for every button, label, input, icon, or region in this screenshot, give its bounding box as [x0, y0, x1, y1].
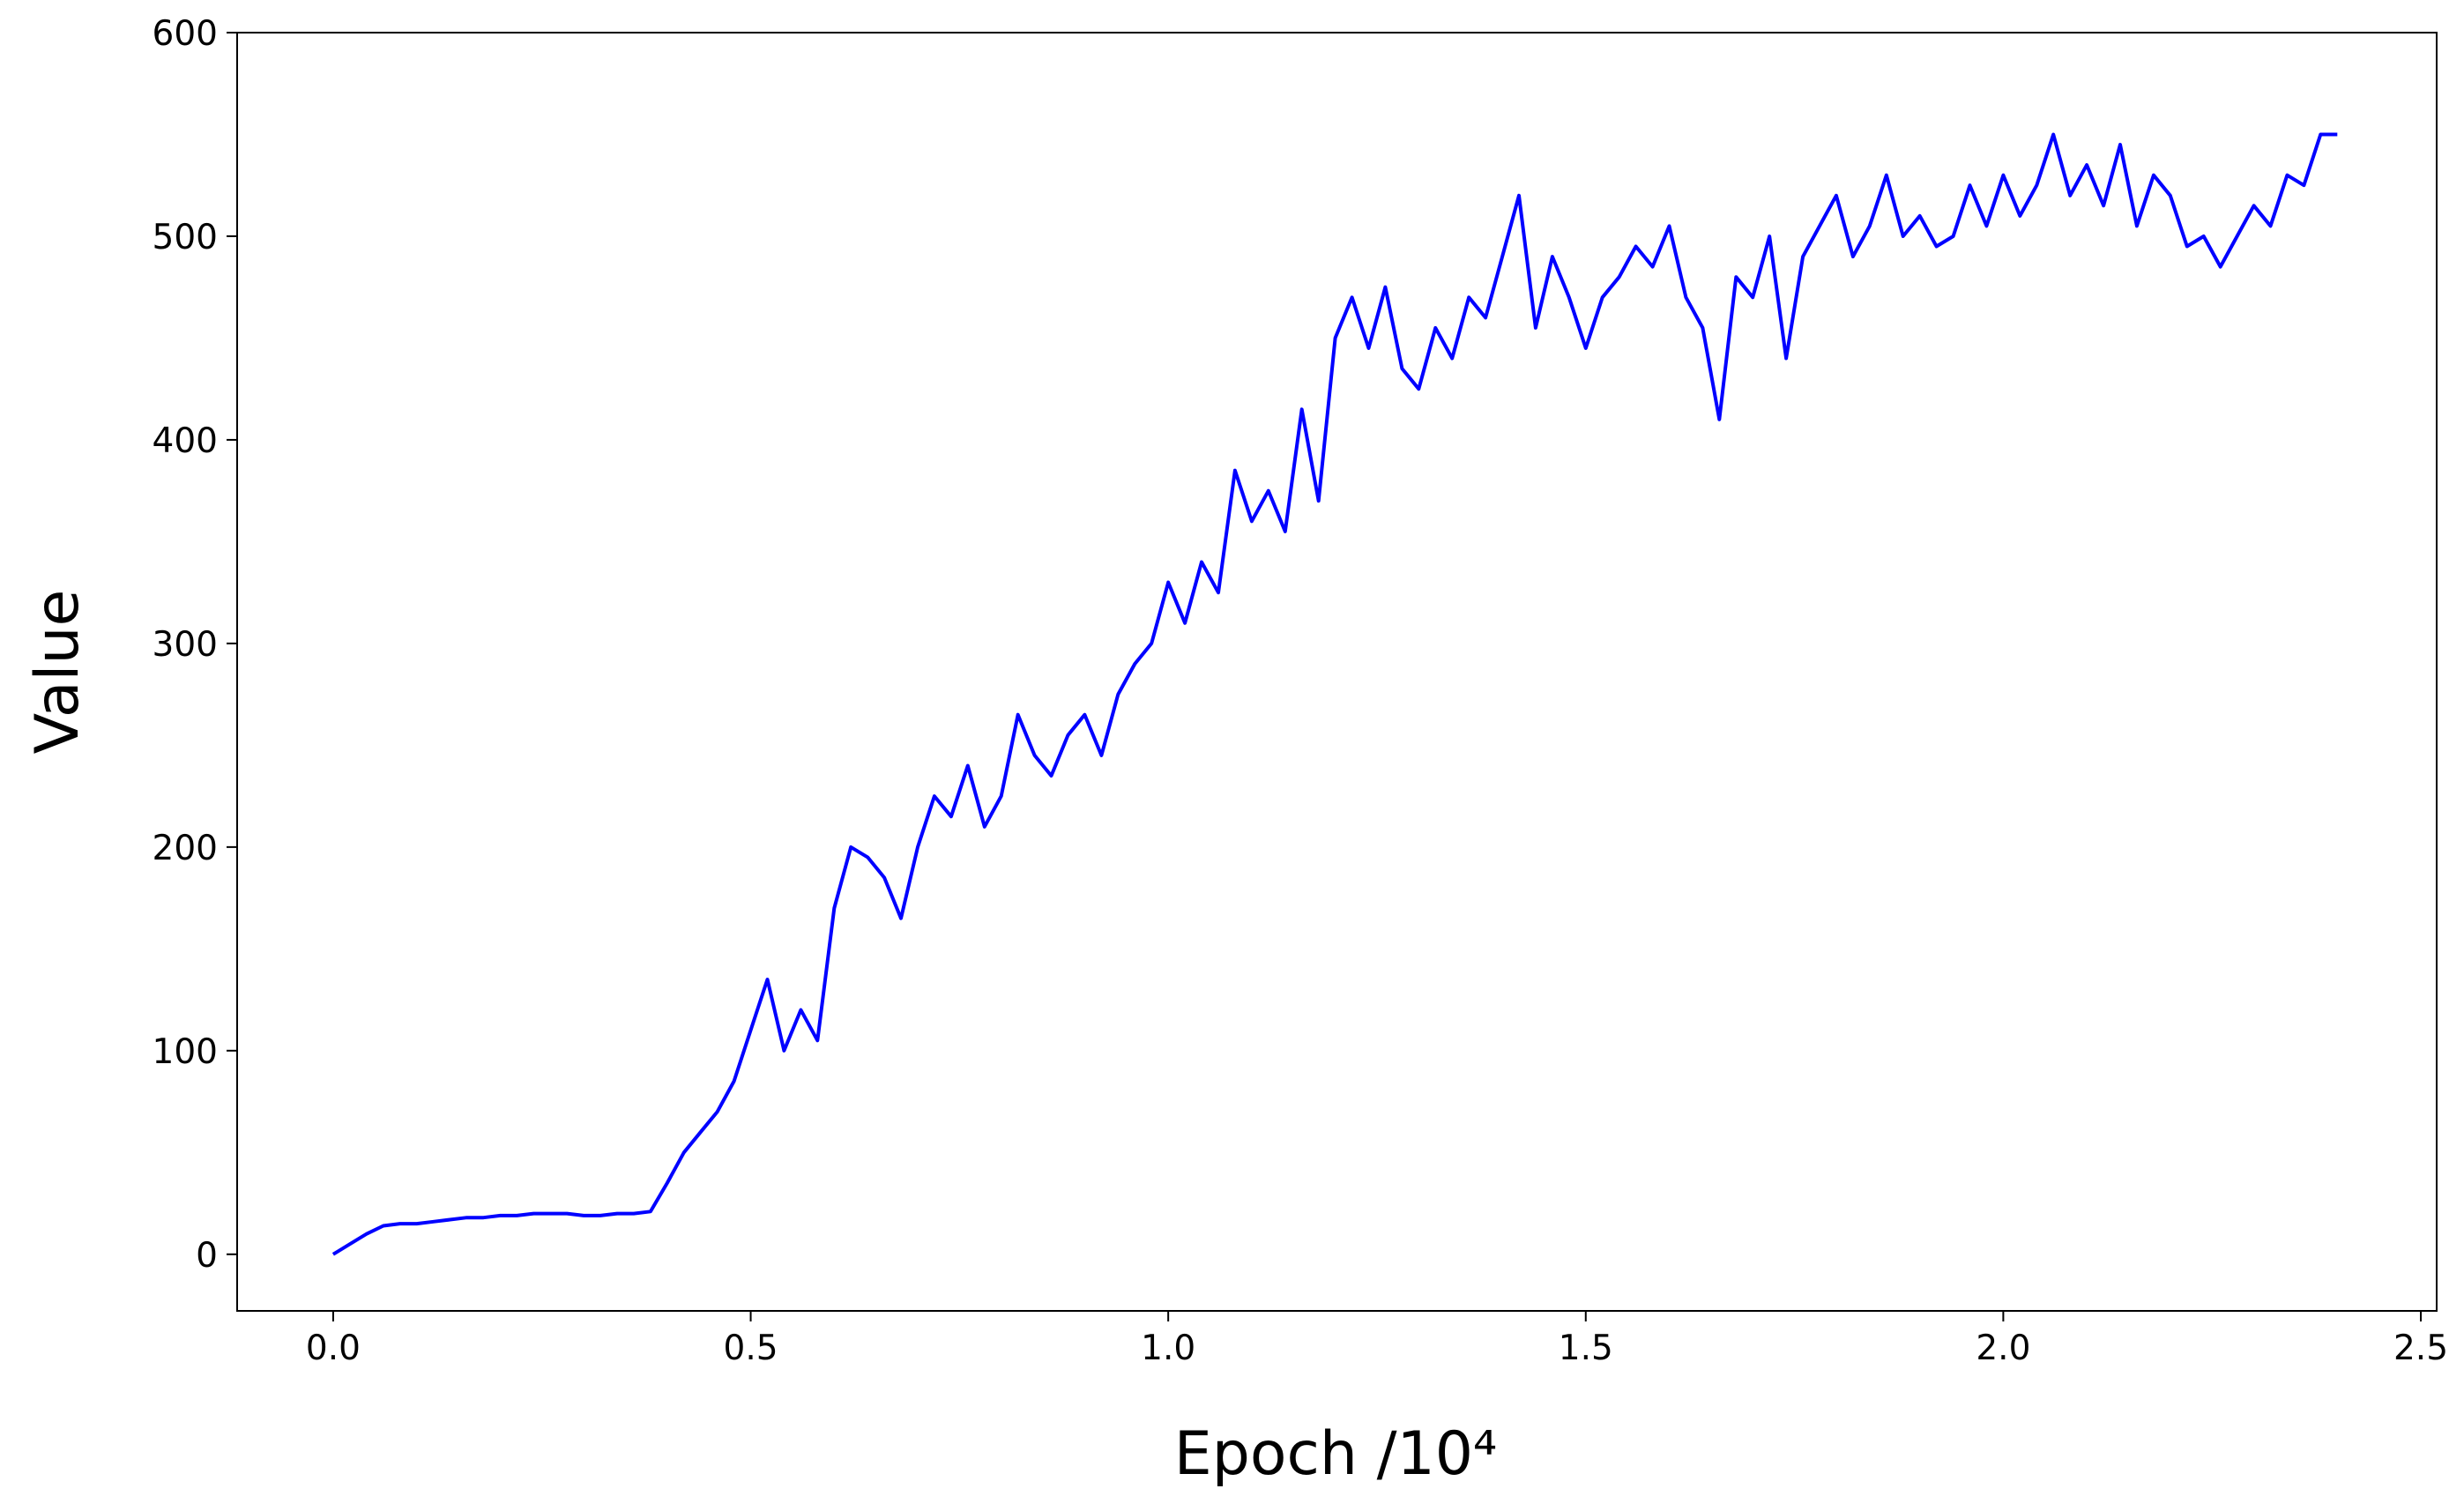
- x-tick-label: 1.0: [1141, 1329, 1195, 1368]
- x-tick-label: 0.5: [724, 1329, 778, 1368]
- y-tick-label: 100: [153, 1032, 218, 1072]
- x-axis-label: Epoch /10⁴: [1174, 1419, 1498, 1489]
- x-tick-label: 1.5: [1559, 1329, 1613, 1368]
- y-tick-label: 600: [153, 14, 218, 54]
- y-tick-label: 500: [153, 218, 218, 257]
- x-tick-label: 2.0: [1976, 1329, 2030, 1368]
- data-line: [331, 132, 2338, 1256]
- y-tick-label: 0: [196, 1236, 218, 1276]
- plot-frame: [236, 32, 2438, 1312]
- y-tick-label: 300: [153, 625, 218, 665]
- x-tick-label: 2.5: [2393, 1329, 2448, 1368]
- x-tick-label: 0.0: [306, 1329, 361, 1368]
- y-axis-label: Value: [23, 590, 93, 755]
- y-tick-label: 200: [153, 829, 218, 868]
- y-tick-label: 400: [153, 421, 218, 461]
